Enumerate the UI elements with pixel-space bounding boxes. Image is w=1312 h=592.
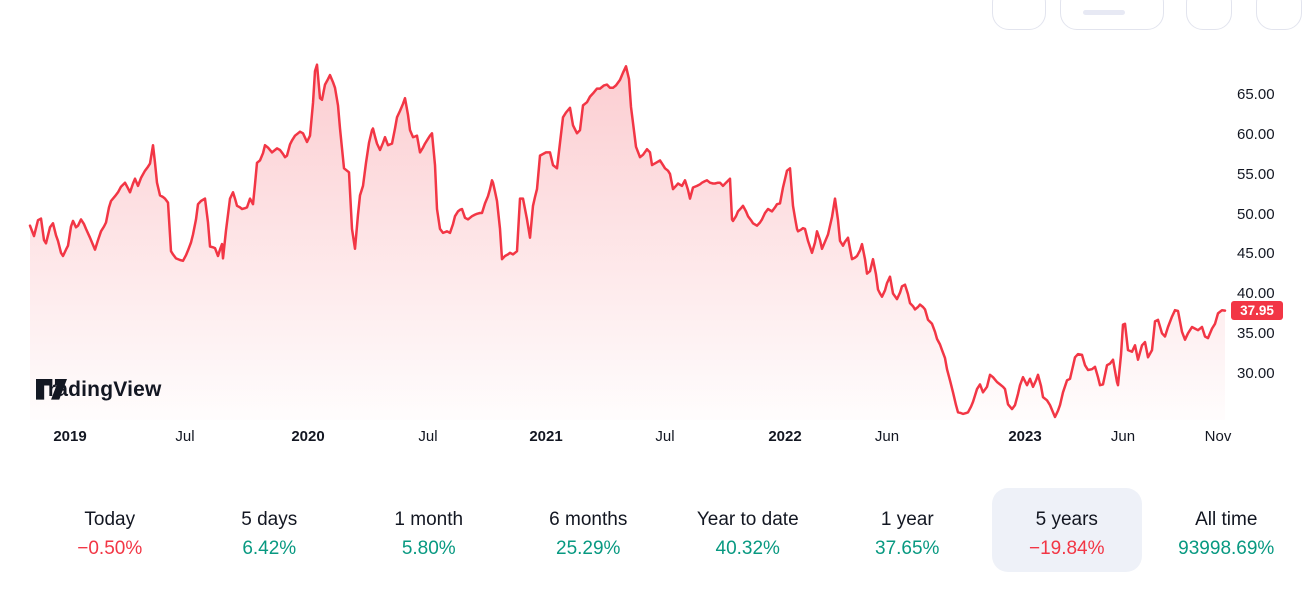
- time-axis-label: 2019: [53, 428, 87, 445]
- period-tab-5-days[interactable]: 5 days 6.42%: [190, 488, 350, 572]
- time-axis-label: Jul: [655, 428, 675, 445]
- price-axis-label: 60.00: [1237, 125, 1275, 143]
- period-tab-change-value: 6.42%: [242, 537, 297, 559]
- time-axis-label: Jul: [175, 428, 195, 445]
- price-axis-label: 55.00: [1237, 165, 1275, 183]
- time-axis-label: Jun: [874, 428, 900, 445]
- time-axis-label: 2023: [1008, 428, 1042, 445]
- period-tab-change-value: 37.65%: [875, 537, 940, 559]
- period-tab-label: All time: [1195, 508, 1258, 530]
- toolbar-button[interactable]: [1256, 0, 1302, 30]
- period-tab-year-to-date[interactable]: Year to date 40.32%: [668, 488, 828, 572]
- tradingview-logo[interactable]: TradingView: [36, 378, 162, 402]
- period-tab-6-months[interactable]: 6 months 25.29%: [509, 488, 669, 572]
- toolbar-button[interactable]: [992, 0, 1046, 30]
- period-tab-1-month[interactable]: 1 month 5.80%: [349, 488, 509, 572]
- price-axis-label: 40.00: [1237, 285, 1275, 303]
- tradingview-logo-icon: [36, 378, 67, 400]
- time-axis-label: 2020: [291, 428, 325, 445]
- period-tab-1-year[interactable]: 1 year 37.65%: [828, 488, 988, 572]
- period-tab-all-time[interactable]: All time 93998.69%: [1147, 488, 1307, 572]
- time-axis-label: Nov: [1204, 428, 1232, 445]
- period-tab-label: 1 year: [880, 508, 934, 530]
- time-axis-label: 2022: [768, 428, 802, 445]
- tradingview-logo-text: TradingView: [36, 378, 162, 401]
- period-tab-today[interactable]: Today −0.50%: [30, 488, 190, 572]
- period-tab-change-value: −0.50%: [77, 537, 143, 559]
- period-tab-label: 1 month: [394, 508, 464, 530]
- price-line: [28, 63, 1227, 419]
- price-axis-label: 30.00: [1237, 364, 1275, 382]
- toolbar-button[interactable]: [1186, 0, 1232, 30]
- period-tab-change-value: −19.84%: [1028, 537, 1105, 559]
- current-price-badge: 37.95: [1231, 301, 1283, 321]
- period-tab-label: 5 days: [241, 508, 298, 530]
- period-stats-row: Today −0.50% 5 days 6.42% 1 month 5.80% 6 mont…: [0, 488, 1312, 572]
- period-tab-change-value: 40.32%: [715, 537, 780, 559]
- time-axis-label: 2021: [529, 428, 563, 445]
- price-chart[interactable]: 65.00 60.00 55.00 50.00 45.00 40.00 35.00 30.00…: [0, 0, 1312, 460]
- period-tab-5-years[interactable]: 5 years −19.84%: [987, 488, 1147, 572]
- toolbar-button-placeholder: [1083, 10, 1125, 15]
- time-axis-label: Jul: [418, 428, 438, 445]
- price-axis-label: 45.00: [1237, 245, 1275, 263]
- toolbar-button[interactable]: [1060, 0, 1164, 30]
- price-axis-label: 65.00: [1237, 86, 1275, 103]
- price-axis-label: 35.00: [1237, 325, 1275, 343]
- period-tab-label: 5 years: [1035, 508, 1098, 530]
- period-tab-change-value: 25.29%: [556, 537, 621, 559]
- period-tab-label: 6 months: [549, 508, 628, 530]
- period-tab-change-value: 5.80%: [401, 537, 456, 559]
- period-tab-background: [992, 488, 1142, 572]
- period-tab-change-value: 93998.69%: [1178, 537, 1275, 559]
- area-fill: [30, 64, 1225, 420]
- price-axis-label: 50.00: [1237, 205, 1275, 223]
- time-axis-label: Jun: [1110, 428, 1136, 445]
- period-tab-label: Today: [84, 508, 136, 530]
- period-tab-label: Year to date: [696, 508, 799, 530]
- chart-canvas[interactable]: [0, 0, 1312, 460]
